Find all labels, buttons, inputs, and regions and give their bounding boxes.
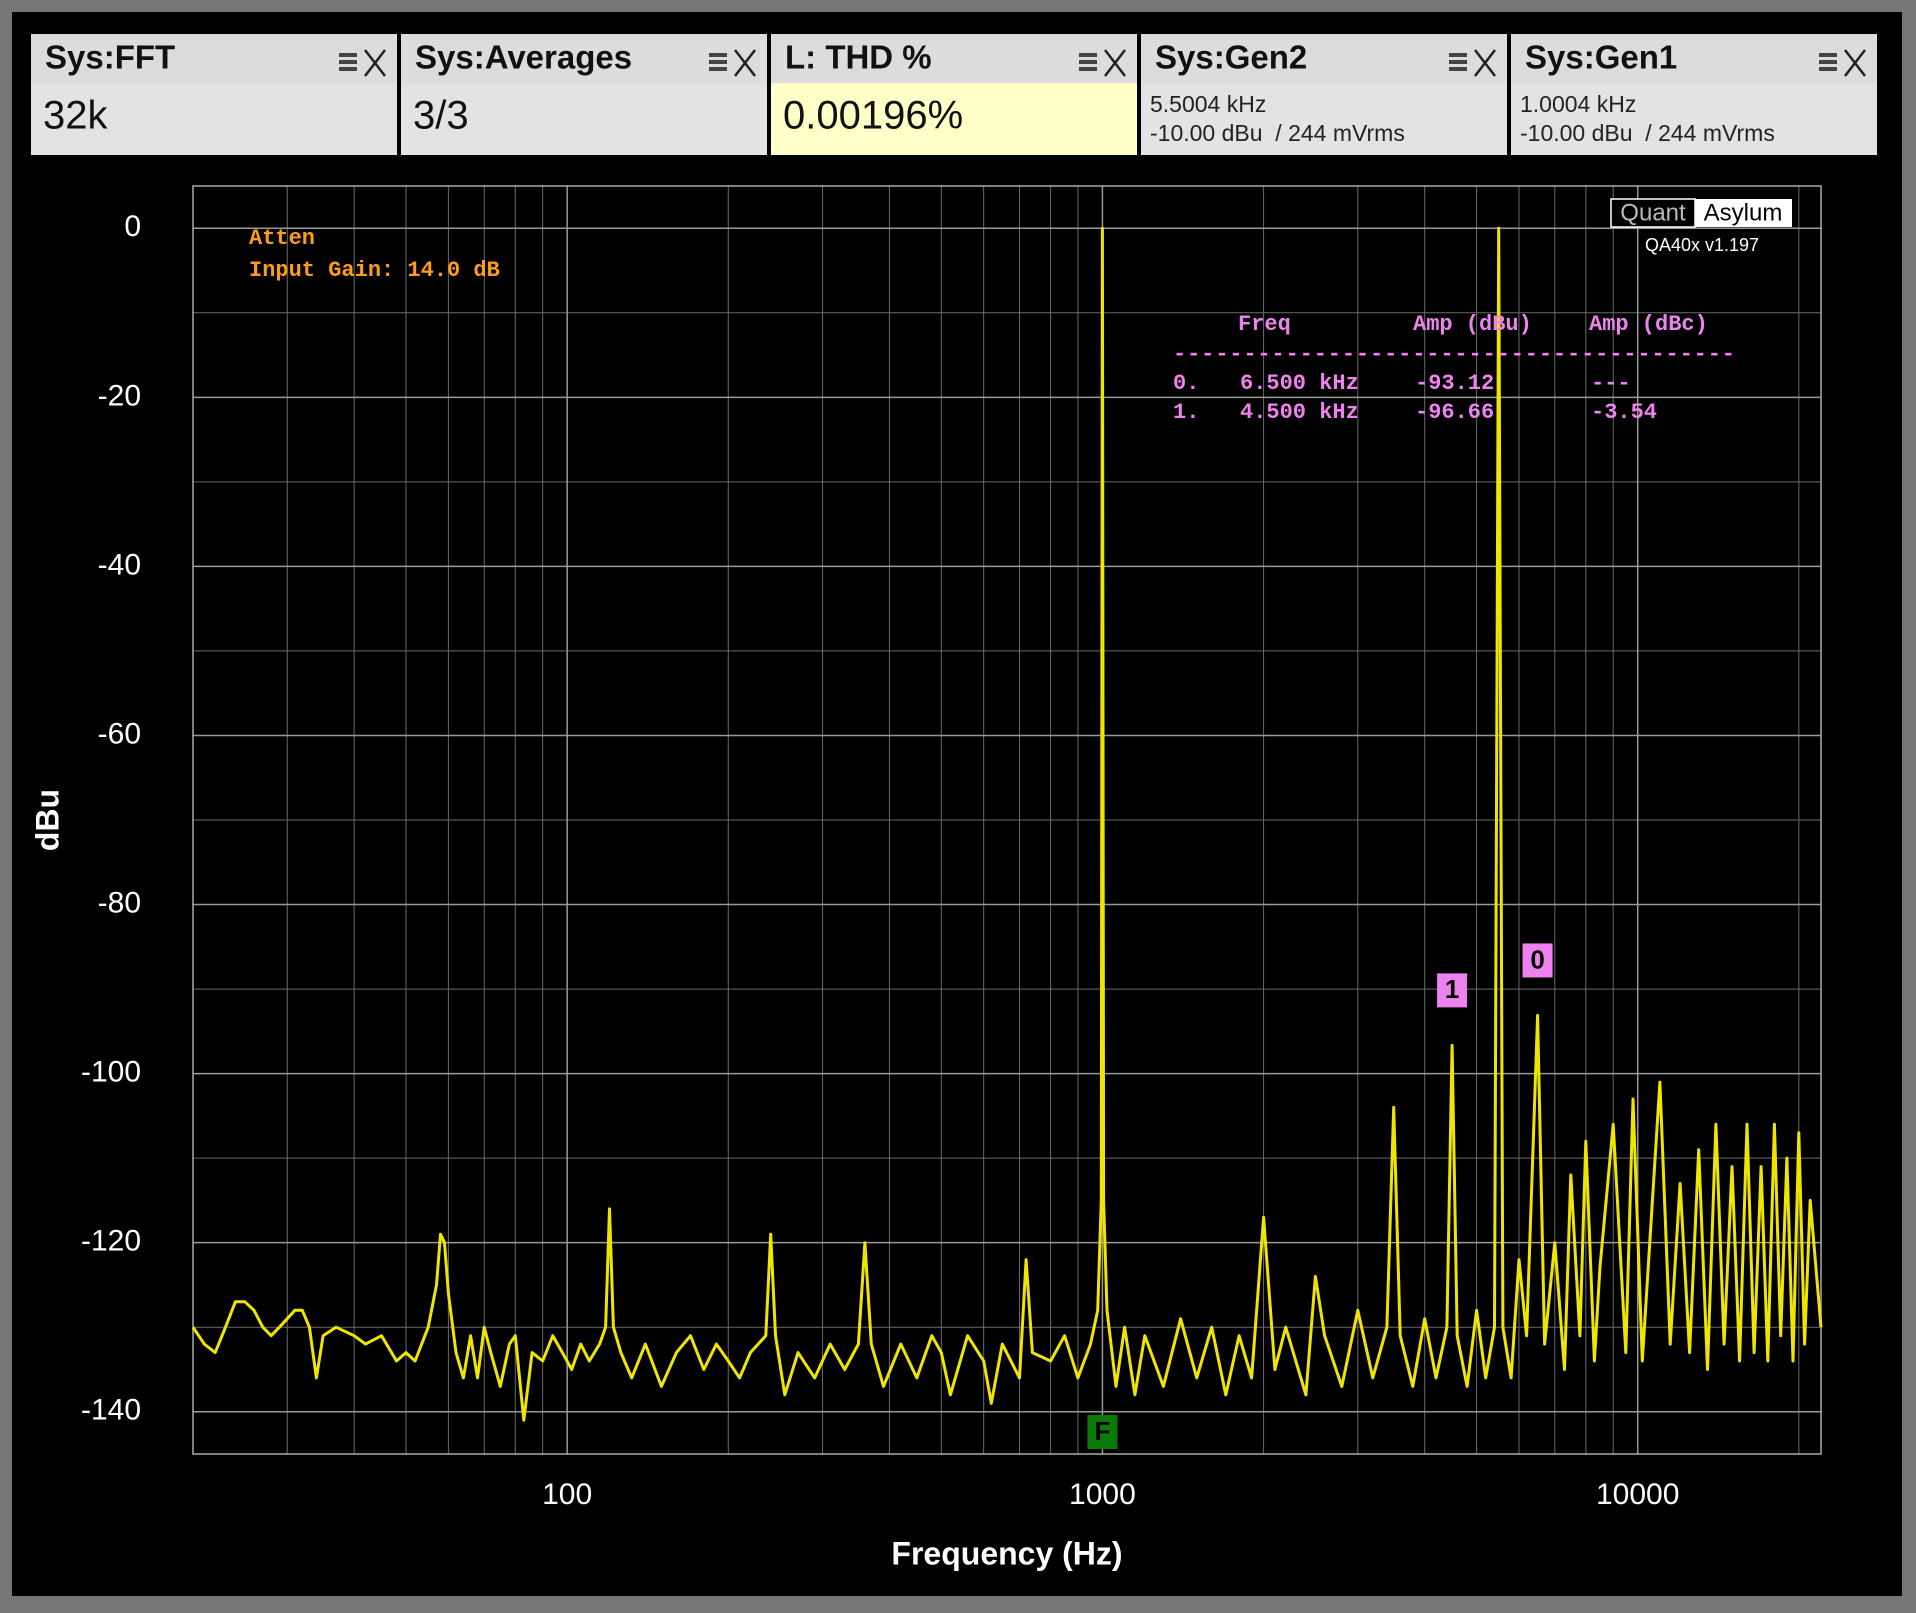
spectrum-trace [191, 226, 1823, 1422]
menu-icon-bar [339, 60, 357, 64]
panel-body [1141, 83, 1507, 155]
y-tick-label: -120 [81, 1225, 141, 1258]
marker-box [1437, 973, 1468, 1008]
table-cell: 0. [1173, 371, 1199, 396]
panel-body [771, 83, 1137, 155]
marker-box [1522, 943, 1553, 978]
y-tick-label: -80 [98, 886, 141, 919]
table-header: Amp (dBc) [1589, 312, 1708, 337]
version-label: QA40x v1.197 [1645, 235, 1759, 255]
menu-icon-bar [1819, 60, 1837, 64]
y-tick-label: -20 [98, 379, 141, 412]
panel-detail: -10.00 dBu / 244 mVrms [1150, 120, 1405, 146]
close-icon[interactable] [734, 49, 756, 77]
panel-title: L: THD % [785, 39, 932, 76]
table-cell: -96.66 [1415, 400, 1494, 425]
annotation: Input Gain: 14.0 dB [249, 258, 500, 283]
panel-title-bar [771, 34, 1137, 83]
marker-box [1087, 1415, 1118, 1449]
status-panel[interactable]: Sys:Gen1 1.0004 kHz -10.00 dBu / 244 mVrms [1511, 34, 1877, 155]
panel-title: Sys:FFT [45, 39, 175, 76]
menu-icon-bar [709, 53, 727, 57]
table-cell: 6.500 kHz [1240, 371, 1359, 396]
panel-title-bar [401, 34, 767, 83]
status-panel[interactable]: L: THD % 0.00196% [771, 34, 1137, 155]
y-tick-label: -100 [81, 1056, 141, 1089]
table-cell: -93.12 [1415, 371, 1494, 396]
x-tick-label: 10000 [1596, 1478, 1679, 1511]
x-tick-label: 100 [542, 1478, 592, 1511]
plot-border [192, 185, 1822, 1455]
x-tick-label: 1000 [1069, 1478, 1136, 1511]
menu-icon-bar [1079, 67, 1097, 71]
panel-title-bar [31, 34, 397, 83]
y-tick-label: -40 [98, 548, 141, 581]
table-cell: --- [1591, 371, 1631, 396]
peak-marker: 0 [1522, 943, 1553, 978]
panel-detail: 5.5004 kHz [1150, 91, 1266, 117]
close-icon[interactable] [1844, 49, 1866, 77]
menu-icon-bar [1819, 67, 1837, 71]
panel-detail: 1.0004 kHz [1520, 91, 1636, 117]
panel-detail: -10.00 dBu / 244 mVrms [1520, 120, 1775, 146]
logo-text: Asylum [1704, 199, 1783, 226]
menu-icon-bar [1449, 60, 1467, 64]
logo-left-box [1610, 198, 1696, 228]
menu-icon-bar [1449, 67, 1467, 71]
peak-marker: 1 [1437, 973, 1468, 1008]
table-cell: -3.54 [1591, 400, 1657, 425]
x-axis-title: Frequency (Hz) [891, 1535, 1122, 1571]
panel-value: 3/3 [413, 94, 469, 138]
marker-label: 0 [1530, 944, 1544, 974]
panel-title: Sys:Gen1 [1525, 39, 1677, 76]
menu-icon-bar [1079, 60, 1097, 64]
menu-icon-bar [709, 60, 727, 64]
grid [192, 186, 1821, 1454]
y-axis-title: dBu [29, 789, 65, 851]
panel-title: Sys:Averages [415, 39, 632, 76]
panel-value: 0.00196% [783, 94, 963, 138]
table-header: Freq [1238, 312, 1291, 337]
panel-body [401, 83, 767, 155]
peaks-table: Freq Amp (dBu) Amp (dBc)------------------… [1173, 312, 1735, 425]
panel-value: 32k [43, 94, 108, 138]
panel-title-bar [1141, 34, 1507, 83]
table-rule: ---------------------------------------- [1173, 342, 1735, 367]
peak-marker: F [1087, 1415, 1118, 1449]
marker-label: F [1094, 1416, 1110, 1446]
logo-text: Quant [1620, 199, 1686, 226]
menu-icon-bar [709, 67, 727, 71]
y-tick-label: 0 [124, 210, 141, 243]
panel-title: Sys:Gen2 [1155, 39, 1307, 76]
panel-body [31, 83, 397, 155]
menu-icon-bar [1449, 53, 1467, 57]
close-icon[interactable] [1104, 49, 1126, 77]
panel-title-bar [1511, 34, 1877, 83]
menu-icon-bar [339, 67, 357, 71]
status-panel[interactable]: Sys:Averages 3/3 [401, 34, 767, 155]
status-panel[interactable]: Sys:Gen2 5.5004 kHz -10.00 dBu / 244 mVrms [1141, 34, 1507, 155]
annotation: Atten [249, 226, 315, 251]
close-icon[interactable] [364, 49, 386, 77]
menu-icon-bar [1079, 53, 1097, 57]
logo-right-box [1695, 199, 1792, 227]
close-icon[interactable] [1474, 49, 1496, 77]
table-cell: 4.500 kHz [1240, 400, 1359, 425]
table-cell: 1. [1173, 400, 1199, 425]
marker-label: 1 [1445, 974, 1459, 1004]
status-panel[interactable]: Sys:FFT 32k [31, 34, 397, 155]
menu-icon-bar [1819, 53, 1837, 57]
y-tick-label: -140 [81, 1394, 141, 1427]
y-tick-label: -60 [98, 717, 141, 750]
menu-icon-bar [339, 53, 357, 57]
table-header: Amp (dBu) [1413, 312, 1532, 337]
panel-body [1511, 83, 1877, 155]
